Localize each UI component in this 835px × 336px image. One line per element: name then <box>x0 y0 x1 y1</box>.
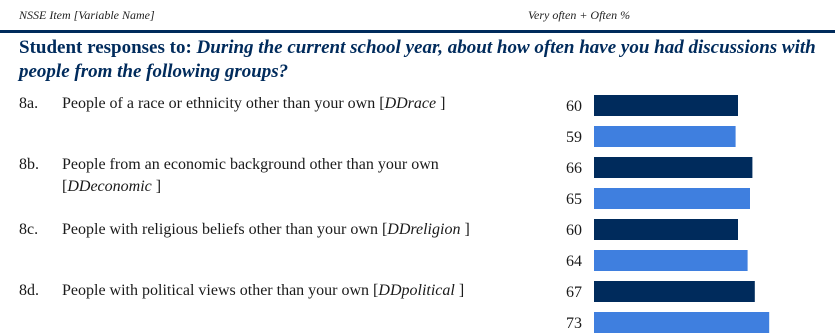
bar-8a-s1 <box>594 95 738 116</box>
item-label: People from an economic background other… <box>62 156 439 195</box>
item-variable: DDrace <box>384 95 437 112</box>
bar-8d-s1 <box>594 281 755 302</box>
item-close: ] <box>151 178 162 195</box>
value-label: 60 <box>566 222 582 239</box>
bar-8d-s2 <box>594 312 770 333</box>
item-label: People of a race or ethnicity other than… <box>62 95 385 112</box>
item-close: ] <box>460 221 470 238</box>
value-label: 73 <box>566 315 582 332</box>
chart-title: Student responses to: During the current… <box>19 36 819 84</box>
item-close: ] <box>454 282 465 299</box>
value-label: 64 <box>566 253 582 270</box>
item-text: People with political views other than y… <box>62 280 532 302</box>
item-label: People with religious beliefs other than… <box>62 221 388 238</box>
item-text: People of a race or ethnicity other than… <box>62 93 532 115</box>
value-label: 65 <box>566 191 582 208</box>
item-text: People with religious beliefs other than… <box>62 219 532 241</box>
item-label: People with political views other than y… <box>62 282 379 299</box>
item-code: 8c. <box>19 221 39 238</box>
value-label: 66 <box>566 160 582 177</box>
item-text: People from an economic background other… <box>62 154 532 198</box>
value-label: 59 <box>566 129 582 146</box>
item-variable: DDreligion <box>387 221 461 238</box>
item-code: 8a. <box>19 95 39 112</box>
item-code: 8d. <box>19 282 39 299</box>
item-column-header: NSSE Item [Variable Name] <box>19 8 155 22</box>
bar-8b-s2 <box>594 188 750 209</box>
bar-8c-s1 <box>594 219 738 240</box>
bar-8b-s1 <box>594 157 753 178</box>
item-variable: DDeconomic <box>67 178 152 195</box>
bar-8a-s2 <box>594 126 736 147</box>
item-close: ] <box>436 95 446 112</box>
title-prefix: Student responses to: <box>19 37 197 58</box>
item-variable: DDpolitical <box>378 282 455 299</box>
title-question: During the current school year, about ho… <box>19 37 816 82</box>
item-code: 8b. <box>19 156 39 173</box>
percent-column-header: Very often + Often % <box>528 8 631 22</box>
value-label: 60 <box>566 98 582 115</box>
title-rule <box>0 30 835 33</box>
value-label: 67 <box>566 284 582 301</box>
bar-8c-s2 <box>594 250 748 271</box>
